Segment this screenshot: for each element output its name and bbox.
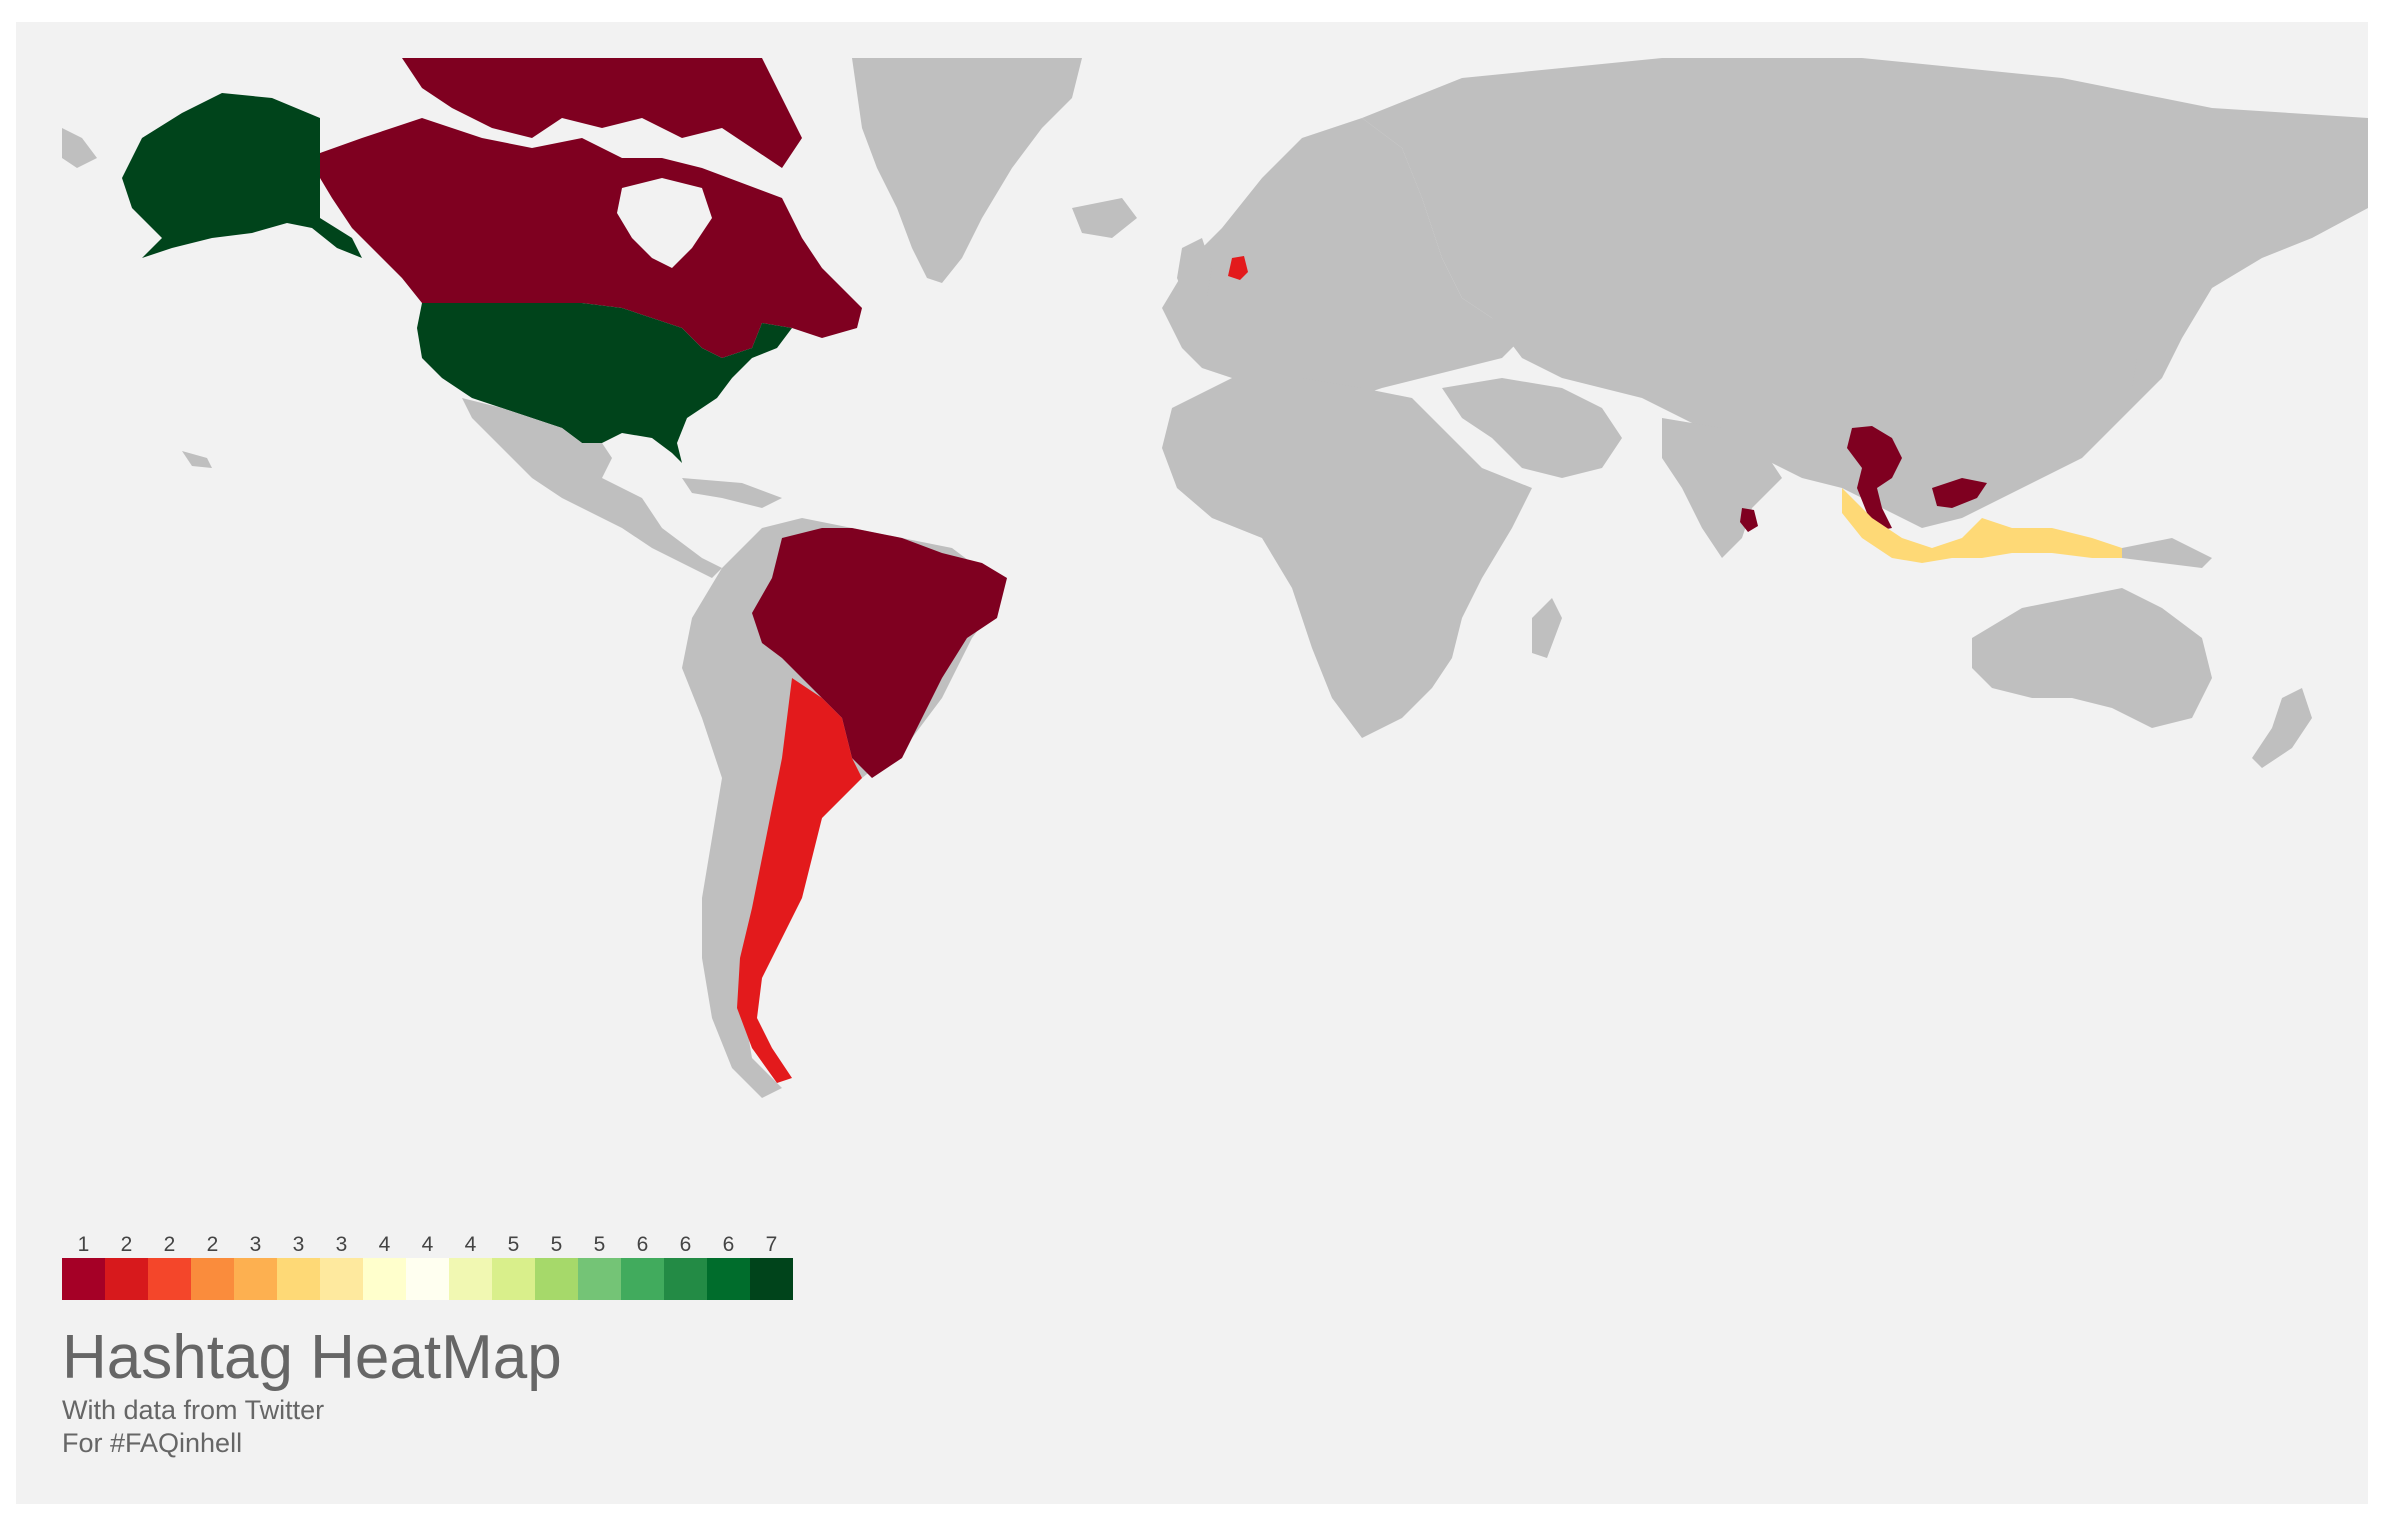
region-greenland[interactable]	[852, 58, 1082, 283]
region-new-zealand[interactable]	[2252, 688, 2312, 768]
region-mexico[interactable]	[462, 398, 722, 578]
legend-label: 3	[292, 1233, 305, 1256]
region-brazil[interactable]	[752, 528, 1007, 778]
region-middle-east[interactable]	[1442, 378, 1622, 478]
legend-label: 6	[636, 1233, 649, 1256]
region-united-states[interactable]	[417, 303, 792, 463]
title-block: Hashtag HeatMap With data from Twitter F…	[62, 1322, 562, 1460]
legend-swatch	[750, 1258, 793, 1300]
subtitle-source: With data from Twitter	[62, 1395, 325, 1425]
region-japan[interactable]	[2132, 278, 2182, 388]
legend-label: 4	[421, 1233, 434, 1256]
legend-swatch	[62, 1258, 105, 1300]
region-west-islands	[62, 128, 97, 168]
legend-swatch	[492, 1258, 535, 1300]
region-canada-islands[interactable]	[402, 58, 802, 168]
legend-label: 6	[679, 1233, 692, 1256]
legend-label: 4	[464, 1233, 477, 1256]
region-argentina[interactable]	[737, 678, 862, 1083]
legend-swatch	[406, 1258, 449, 1300]
legend-labels: 1 2 2 2 3 3 3 4 4 4 5 5 5 6 6 6 7	[62, 1232, 793, 1258]
legend-swatch	[191, 1258, 234, 1300]
legend-label: 3	[249, 1233, 262, 1256]
legend-label: 6	[722, 1233, 735, 1256]
world-map[interactable]	[62, 58, 2368, 1188]
region-sri-lanka[interactable]	[1740, 508, 1758, 532]
region-malaysia[interactable]	[1932, 478, 1987, 508]
legend-swatch	[535, 1258, 578, 1300]
legend-swatches	[62, 1258, 793, 1300]
region-alaska[interactable]	[122, 93, 362, 258]
legend-label: 5	[550, 1233, 563, 1256]
color-legend: 1 2 2 2 3 3 3 4 4 4 5 5 5 6 6 6 7	[62, 1232, 793, 1300]
legend-swatch	[707, 1258, 750, 1300]
region-netherlands[interactable]	[1228, 256, 1248, 280]
legend-swatch	[363, 1258, 406, 1300]
map-panel: 1 2 2 2 3 3 3 4 4 4 5 5 5 6 6 6 7 Hashtag HeatMap With d…	[16, 22, 2368, 1504]
region-new-guinea[interactable]	[2122, 538, 2212, 568]
legend-swatch	[621, 1258, 664, 1300]
region-uk[interactable]	[1177, 238, 1212, 303]
hudson-bay	[617, 178, 712, 268]
legend-swatch	[277, 1258, 320, 1300]
legend-swatch	[148, 1258, 191, 1300]
legend-label: 5	[593, 1233, 606, 1256]
region-indonesia[interactable]	[1842, 488, 2122, 563]
legend-label: 3	[335, 1233, 348, 1256]
region-hawaii	[182, 451, 212, 468]
region-canada[interactable]	[320, 118, 862, 358]
page-title: Hashtag HeatMap	[62, 1323, 562, 1392]
region-africa[interactable]	[1162, 378, 1532, 738]
legend-swatch	[105, 1258, 148, 1300]
region-thailand[interactable]	[1847, 426, 1902, 530]
region-madagascar[interactable]	[1532, 598, 1562, 658]
legend-swatch	[449, 1258, 492, 1300]
subtitle-hashtag: For #FAQinhell	[62, 1428, 243, 1458]
legend-label: 5	[507, 1233, 520, 1256]
region-caribbean	[682, 478, 782, 508]
legend-label: 4	[378, 1233, 391, 1256]
legend-swatch	[578, 1258, 621, 1300]
legend-label: 7	[765, 1233, 778, 1256]
legend-label: 2	[163, 1233, 176, 1256]
legend-swatch	[234, 1258, 277, 1300]
region-australia[interactable]	[1972, 588, 2212, 728]
world-map-svg	[62, 58, 2368, 1098]
region-europe[interactable]	[1162, 118, 1522, 398]
region-asia[interactable]	[1362, 58, 2368, 528]
legend-swatch	[664, 1258, 707, 1300]
legend-label: 2	[206, 1233, 219, 1256]
region-iceland[interactable]	[1072, 198, 1137, 238]
region-india[interactable]	[1662, 418, 1782, 558]
legend-swatch	[320, 1258, 363, 1300]
legend-label: 1	[77, 1233, 90, 1256]
legend-label: 2	[120, 1233, 133, 1256]
